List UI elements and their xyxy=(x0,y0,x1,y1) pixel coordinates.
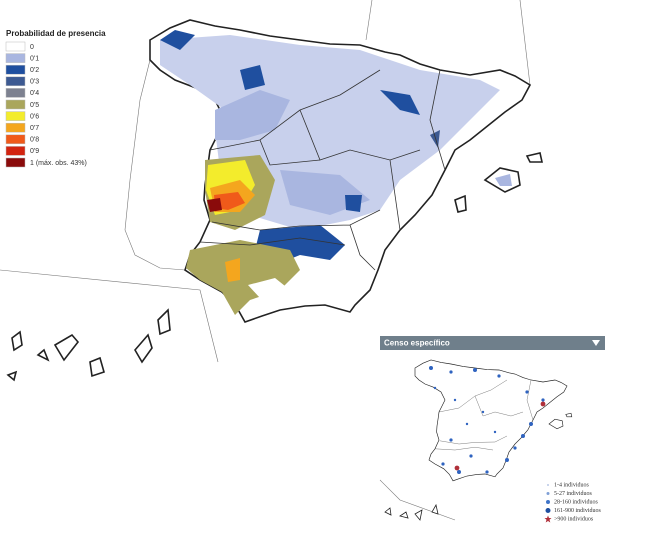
census-legend: 1-4 individuos 5-27 individuos 28-160 indi… xyxy=(544,482,601,523)
area-02c xyxy=(240,65,265,90)
probability-areas xyxy=(160,30,500,315)
census-stars xyxy=(454,401,546,471)
census-canaries xyxy=(384,503,439,521)
legend-label: 0'5 xyxy=(30,102,39,109)
area-0 xyxy=(248,278,290,298)
legend-swatch xyxy=(5,64,26,75)
census-marker xyxy=(547,484,549,486)
legend-label: 0'9 xyxy=(30,148,39,155)
area-02b xyxy=(160,30,195,50)
census-label: 1-4 individuos xyxy=(554,482,589,488)
france-border xyxy=(365,0,373,41)
legend-swatch xyxy=(5,41,26,52)
area-1 xyxy=(207,198,222,212)
legend-swatch xyxy=(5,134,26,145)
legend-swatch xyxy=(5,157,26,168)
area-05 xyxy=(186,240,300,315)
area-01 xyxy=(215,90,290,140)
region-borders xyxy=(199,69,446,271)
coast-north xyxy=(519,0,531,86)
legend-swatch xyxy=(5,111,26,121)
census-label: >900 individuos xyxy=(554,516,594,522)
canary-frame xyxy=(0,269,219,363)
legend-swatch xyxy=(5,99,26,110)
canary-islands xyxy=(6,308,171,382)
census-map xyxy=(414,359,573,482)
ibiza xyxy=(454,194,467,213)
legend-swatch xyxy=(5,76,26,87)
legend-label: 0 xyxy=(30,44,34,51)
census-points xyxy=(429,366,545,474)
menorca xyxy=(525,152,543,163)
census-marker xyxy=(546,492,550,495)
legend-label: 0'8 xyxy=(30,137,39,144)
census-marker xyxy=(546,500,550,504)
legend-label: 0'6 xyxy=(30,113,39,120)
legend-label: 0'1 xyxy=(30,55,39,62)
legend-label: 0'3 xyxy=(30,79,39,86)
legend: Probabilidad de presencia 0 0'1 0'2 0'3 0'4 0… xyxy=(5,29,106,168)
area-02e xyxy=(345,195,362,212)
legend-label: 0'2 xyxy=(30,67,39,74)
census-islands xyxy=(548,412,573,430)
area-02a xyxy=(380,90,420,115)
portugal-coast xyxy=(124,59,186,271)
mallorca-area xyxy=(495,174,512,186)
area-07b xyxy=(225,258,240,282)
census-inset: Censo específico 1-4 individuos 5-27 indi… xyxy=(379,336,605,523)
census-marker xyxy=(544,515,552,523)
legend-title: Probabilidad de presencia xyxy=(6,29,106,38)
dropdown-arrow[interactable] xyxy=(592,340,600,346)
census-borders xyxy=(434,379,534,451)
census-title: Censo específico xyxy=(384,339,450,348)
legend-label: 0'4 xyxy=(30,90,39,97)
legend-swatch xyxy=(5,122,26,133)
area-08 xyxy=(214,192,245,210)
legend-swatch xyxy=(5,88,26,98)
census-marker xyxy=(545,508,551,513)
area-03 xyxy=(430,130,440,148)
census-label: 5-27 individuos xyxy=(554,491,592,497)
census-label: 161-900 individuos xyxy=(554,508,601,514)
legend-swatch xyxy=(5,53,26,63)
census-header[interactable] xyxy=(380,336,605,350)
legend-label: 1 (máx. obs. 43%) xyxy=(30,160,87,167)
legend-label: 0'7 xyxy=(30,125,39,132)
legend-swatch xyxy=(5,146,26,156)
census-outline xyxy=(414,359,568,482)
census-label: 28-160 individuos xyxy=(554,499,598,505)
